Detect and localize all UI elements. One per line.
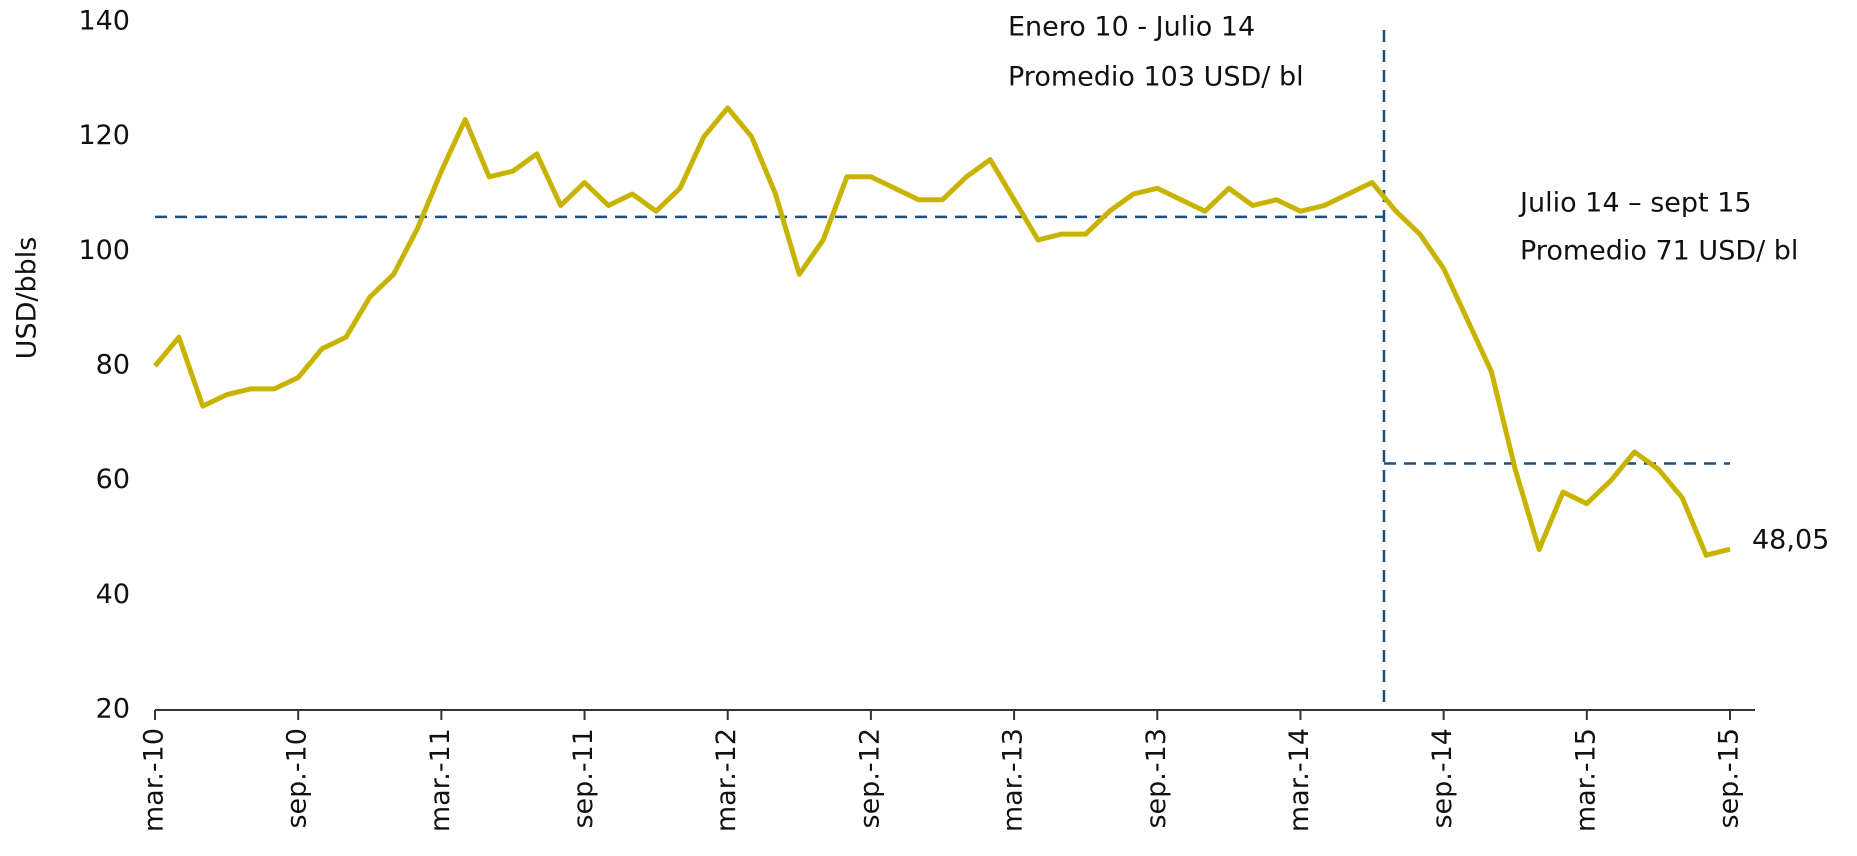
y-tick-label: 80: [96, 350, 130, 381]
y-tick-label: 40: [96, 579, 130, 610]
x-tick-label: sep.-10: [282, 728, 313, 829]
x-tick-label: sep.-13: [1141, 728, 1172, 829]
y-tick-label: 120: [78, 120, 130, 151]
x-tick-label: sep.-12: [854, 728, 885, 829]
x-tick-label: mar.-14: [1284, 728, 1315, 832]
x-tick-label: sep.-15: [1714, 728, 1745, 829]
y-tick-label: 100: [78, 235, 130, 266]
annotation: Julio 14 – sept 15: [1518, 188, 1752, 219]
data-label: 48,05: [1752, 525, 1829, 556]
x-tick-label: mar.-12: [711, 728, 742, 832]
y-tick-label: 60: [96, 464, 130, 495]
x-tick-label: mar.-15: [1570, 728, 1601, 832]
x-tick-label: sep.-11: [568, 728, 599, 829]
x-tick-label: mar.-11: [425, 728, 456, 832]
data-line: [153, 105, 1731, 558]
annotation: Enero 10 - Julio 14: [1008, 12, 1255, 43]
x-tick-label: mar.-10: [139, 728, 170, 832]
y-tick-label: 140: [78, 6, 130, 37]
y-tick-label: 20: [96, 694, 130, 725]
x-tick-label: sep.-14: [1427, 728, 1458, 829]
annotation: Promedio 103 USD/ bl: [1008, 62, 1304, 93]
x-tick-label: mar.-13: [998, 728, 1029, 832]
y-axis-label: USD/bbls: [12, 237, 43, 360]
annotation: Promedio 71 USD/ bl: [1520, 236, 1798, 267]
